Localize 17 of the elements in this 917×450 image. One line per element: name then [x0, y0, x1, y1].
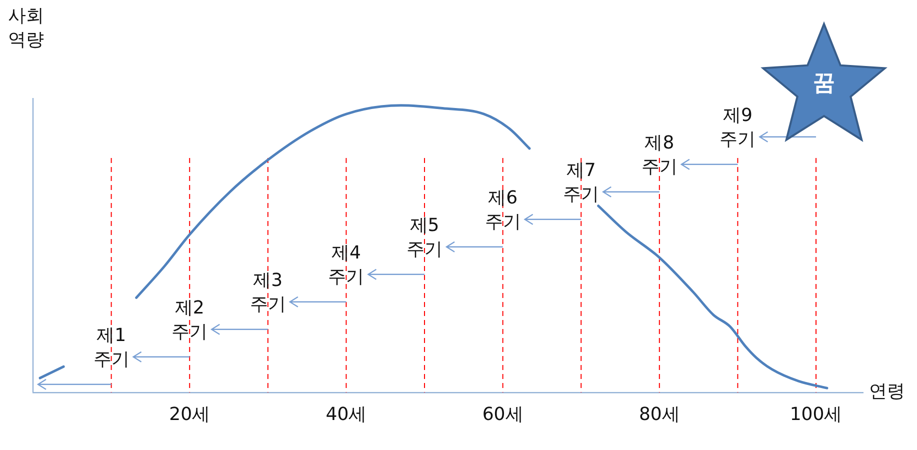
x-tick-label: 80세: [638, 404, 680, 425]
text: 꿈: [812, 70, 836, 98]
annotation: 제7 주기: [563, 160, 600, 205]
x-tick-label: 60세: [482, 404, 524, 425]
x-tick-label: 20세: [169, 404, 210, 425]
y-axis-title: 사회 역량: [8, 6, 44, 51]
annotation: 제8 주기: [641, 132, 678, 178]
annotation: 제5 주기: [406, 214, 443, 260]
x-tick-label: 40세: [326, 404, 367, 425]
x-axis-title: 연령: [869, 381, 905, 402]
annotation: 제9 주기: [720, 104, 756, 150]
annotation: 제3 주기: [250, 270, 286, 315]
annotation: 제1 주기: [93, 324, 130, 370]
annotation: 제4 주기: [328, 242, 364, 288]
x-tick-label: 100세: [790, 404, 842, 425]
annotation: 제6 주기: [484, 187, 521, 232]
annotation: 제2 주기: [172, 297, 208, 342]
